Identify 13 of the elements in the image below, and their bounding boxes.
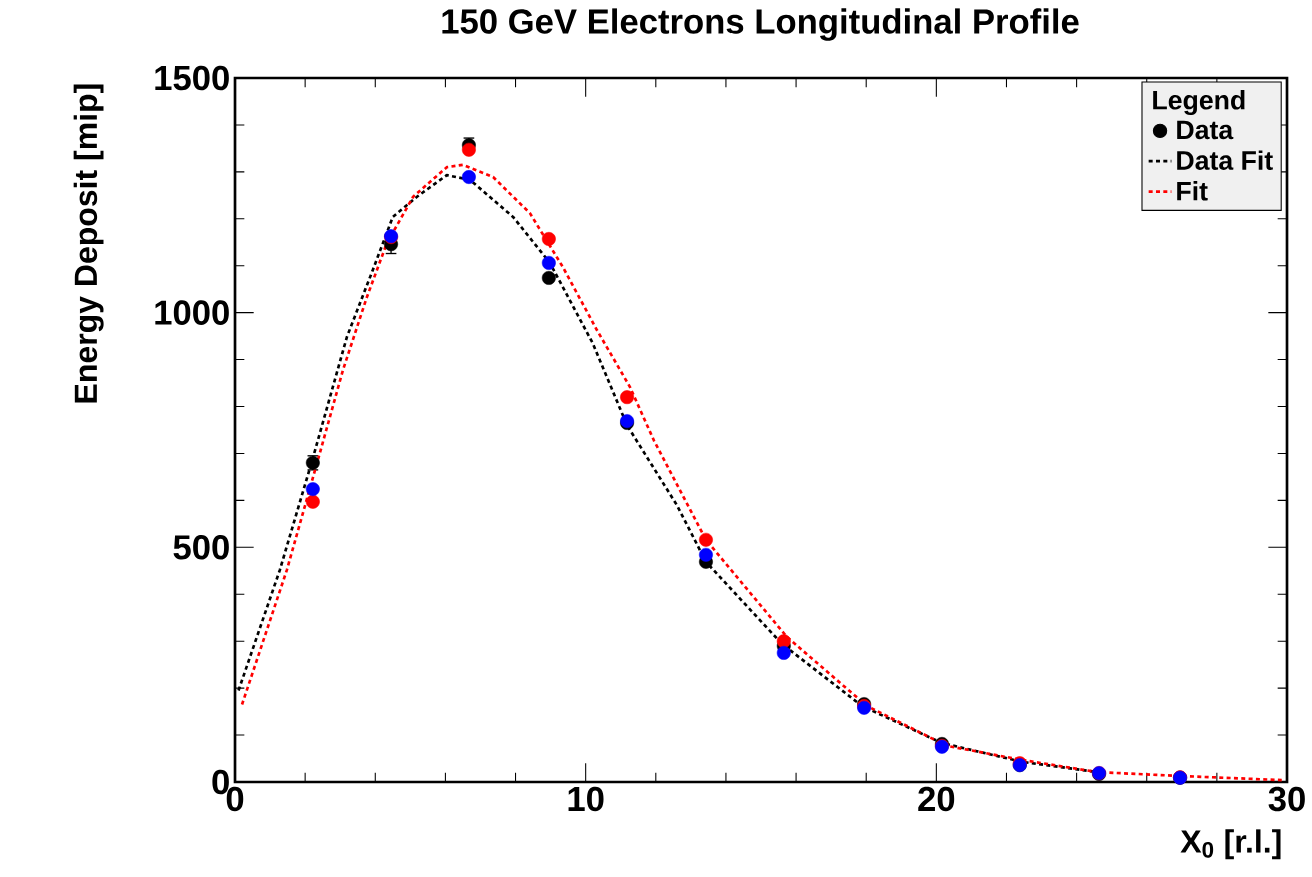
y-tick-label: 1000 — [155, 300, 229, 325]
legend-label: Fit — [1177, 181, 1208, 201]
legend-label: Data Fit — [1177, 150, 1273, 170]
x-tick-label: 30 — [1268, 786, 1305, 812]
legend-label: Data — [1177, 120, 1234, 140]
x-tick-label: 20 — [918, 786, 955, 812]
chart-title: 150 GeV Electrons Longitudinal Profile — [442, 8, 1079, 41]
x-tick-label: 10 — [568, 786, 604, 812]
legend-title: Legend — [1153, 90, 1245, 116]
x-axis-title: X$_{0}$ [r.l.] — [1180, 829, 1281, 860]
y-axis-title: Energy Deposit [mip] — [73, 84, 104, 403]
y-tick-label: 1500 — [155, 65, 229, 91]
y-tick-label: 500 — [173, 535, 229, 560]
